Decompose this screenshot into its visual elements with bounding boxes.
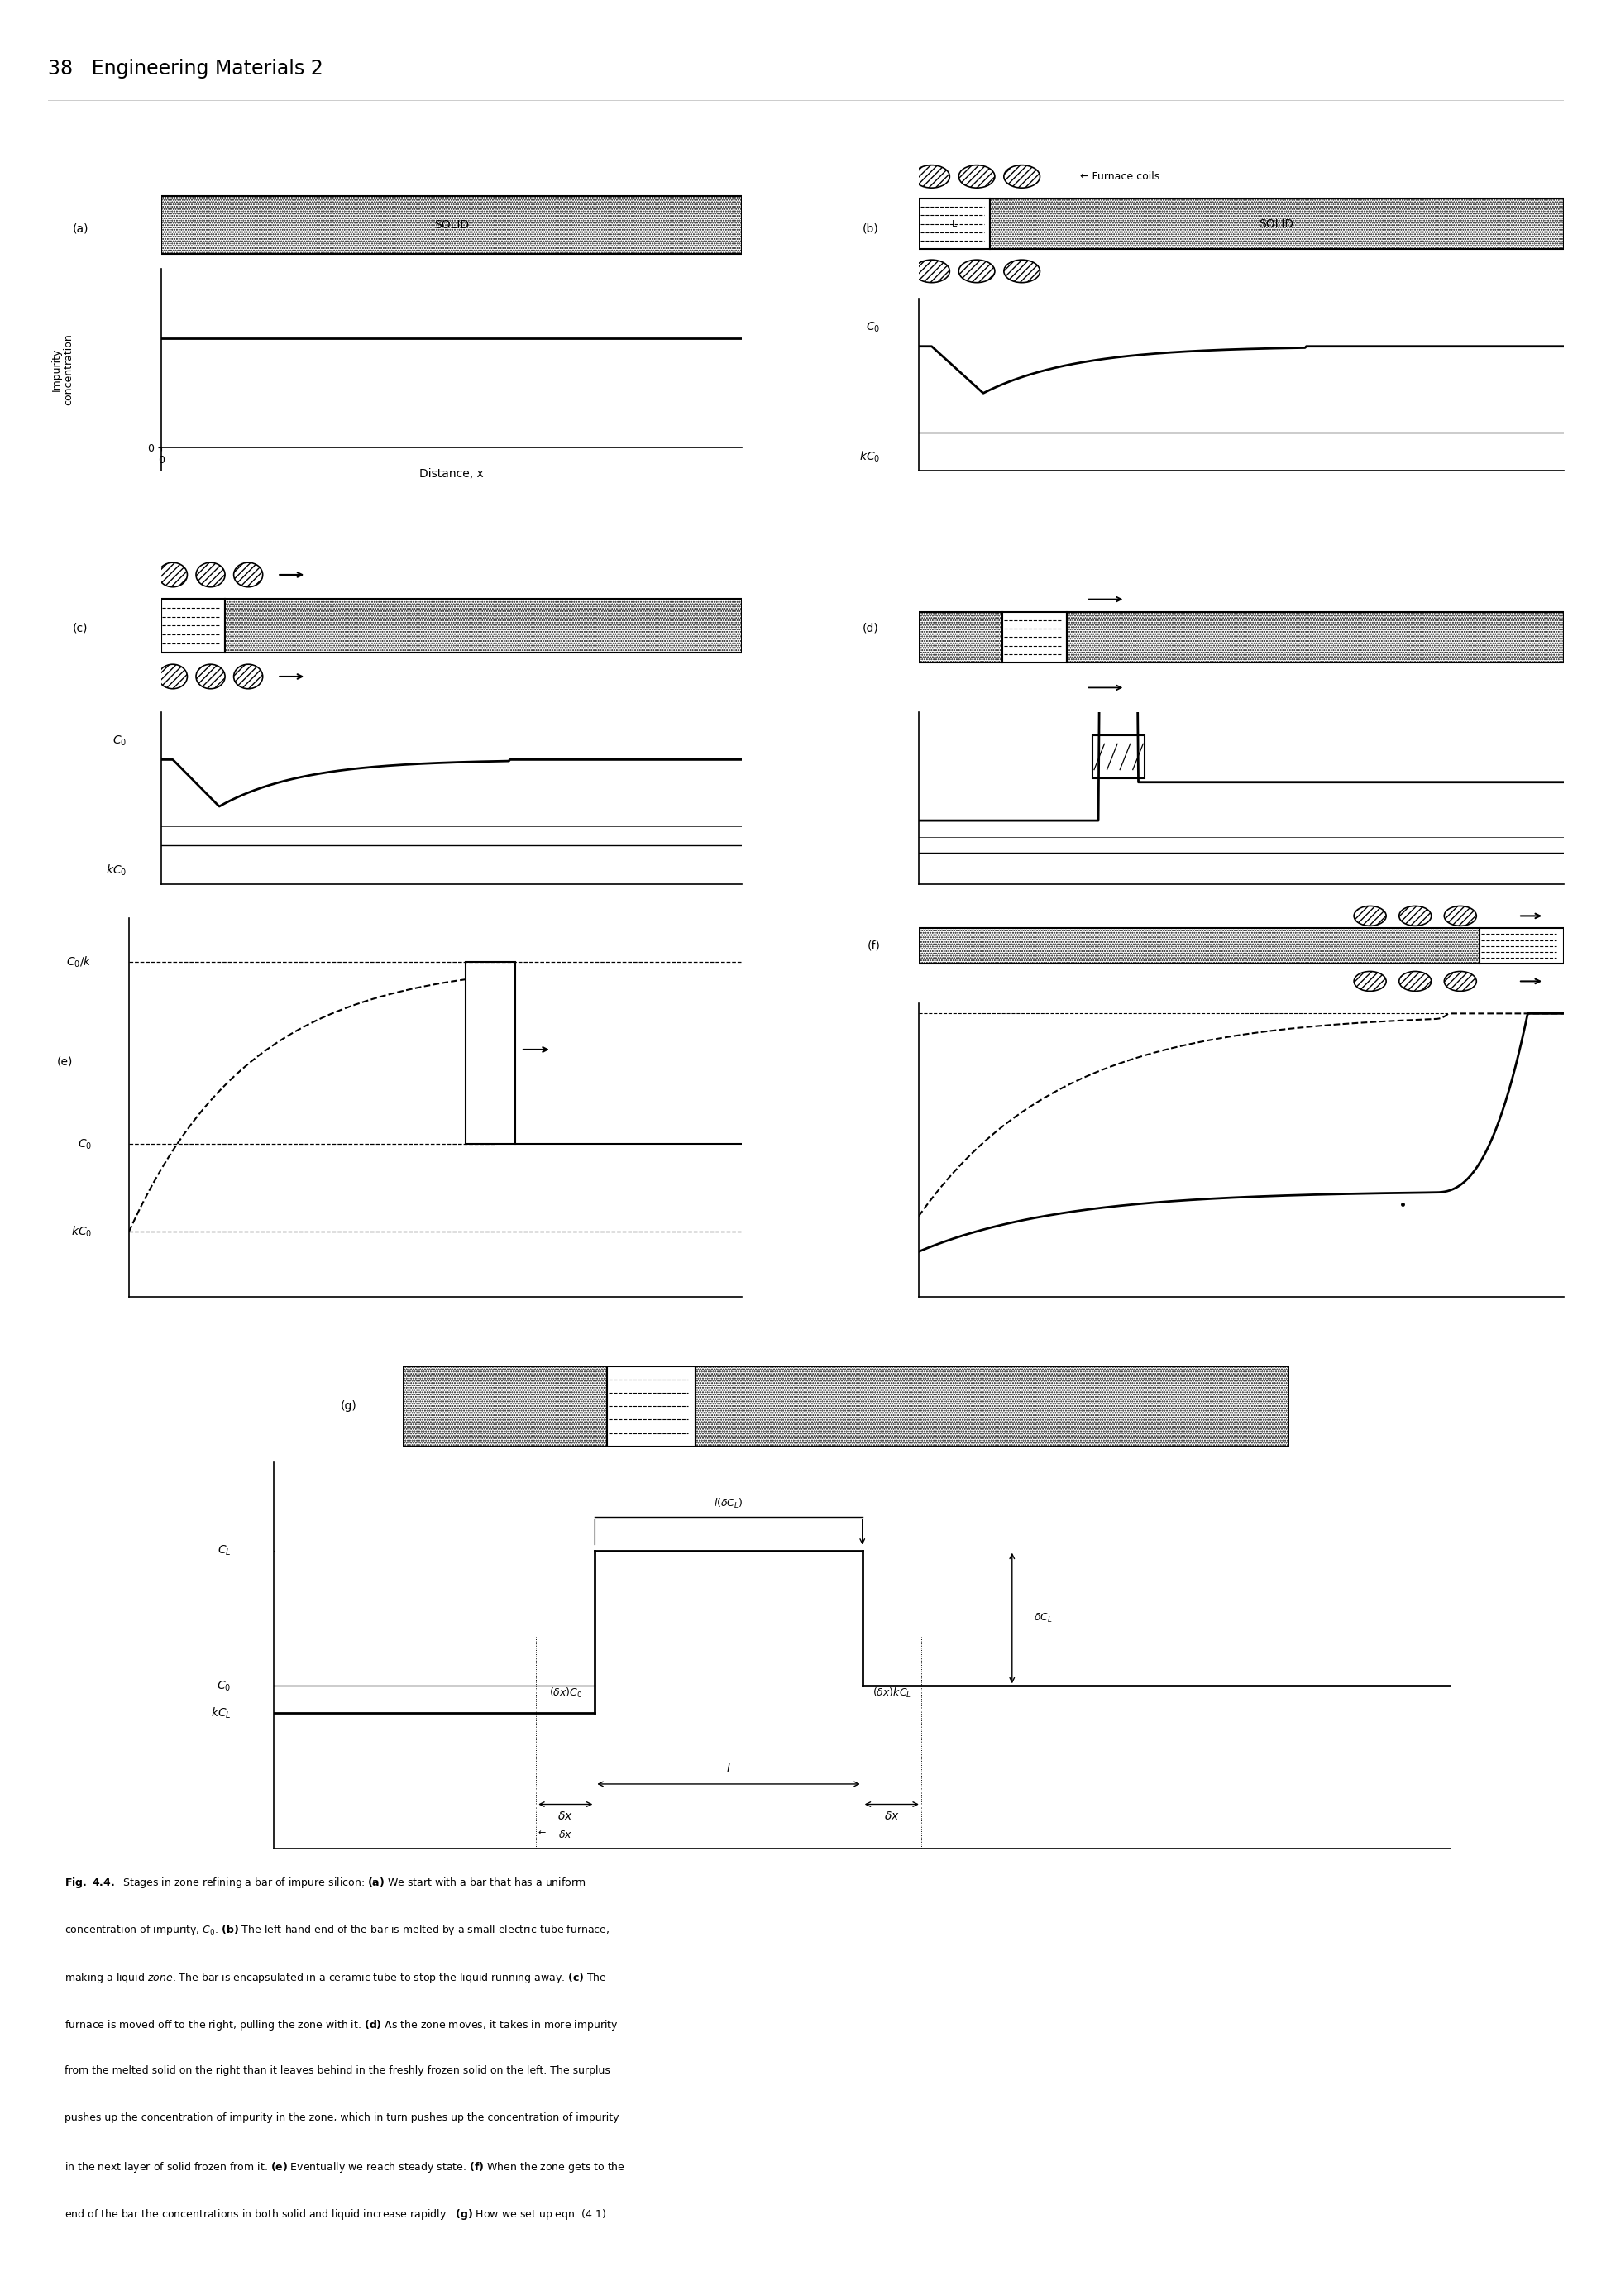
Bar [918,928,1479,964]
Ellipse shape [1004,165,1039,188]
Ellipse shape [959,259,994,282]
Ellipse shape [197,563,226,588]
Text: $\delta C_L$: $\delta C_L$ [1033,1612,1052,1626]
Text: $kC_0$: $kC_0$ [859,450,880,464]
Text: $C_0$: $C_0$ [217,1678,230,1692]
Ellipse shape [158,563,187,588]
Text: SOLID: SOLID [433,218,469,232]
Text: (b): (b) [862,223,878,234]
Text: SOLID: SOLID [1258,218,1294,230]
Bar [696,1366,1289,1446]
Bar [606,1366,696,1446]
Ellipse shape [1004,259,1039,282]
Text: $C_0$: $C_0$ [113,735,126,748]
Text: $kC_0$: $kC_0$ [71,1224,92,1240]
Ellipse shape [1443,907,1476,925]
Text: $C_L$: $C_L$ [217,1543,230,1557]
Ellipse shape [1353,907,1385,925]
Ellipse shape [1398,907,1431,925]
Ellipse shape [234,563,263,588]
Text: in the next layer of solid frozen from it. $\mathbf{(e)}$ Eventually we reach st: in the next layer of solid frozen from i… [64,2161,625,2174]
Text: $\mathbf{Fig.\ 4.4.}$  Stages in zone refining a bar of impure silicon: $\mathbf: $\mathbf{Fig.\ 4.4.}$ Stages in zone ref… [64,1876,586,1890]
Text: end of the bar the concentrations in both solid and liquid increase rapidly.  $\: end of the bar the concentrations in bot… [64,2206,609,2220]
Text: (d): (d) [862,622,878,634]
Text: 38   Engineering Materials 2: 38 Engineering Materials 2 [48,60,324,78]
Text: $l$: $l$ [727,1761,731,1775]
Bar [466,962,514,1143]
Bar [989,200,1563,250]
Bar [1066,611,1563,664]
Text: $kC_L$: $kC_L$ [211,1706,230,1720]
Text: (c): (c) [72,622,89,634]
Ellipse shape [1443,971,1476,992]
Ellipse shape [1398,971,1431,992]
X-axis label: Distance, x: Distance, x [419,468,483,480]
Text: $(\delta x)C_0$: $(\delta x)C_0$ [548,1685,582,1699]
Text: $\delta x$: $\delta x$ [557,1830,572,1841]
Text: pushes up the concentration of impurity in the zone, which in turn pushes up the: pushes up the concentration of impurity … [64,2112,619,2124]
Ellipse shape [913,165,949,188]
Ellipse shape [913,259,949,282]
Bar [918,611,1002,664]
Ellipse shape [197,664,226,689]
Text: $C_0$: $C_0$ [865,321,880,335]
Text: ← Furnace coils: ← Furnace coils [1079,172,1158,181]
Ellipse shape [1353,971,1385,992]
Bar [226,599,741,652]
Bar [161,599,226,652]
Text: $kC_0$: $kC_0$ [105,863,126,877]
Text: $l(\delta C_L)$: $l(\delta C_L)$ [714,1497,743,1511]
Text: furnace is moved off to the right, pulling the zone with it. $\mathbf{(d)}$ As t: furnace is moved off to the right, pulli… [64,2018,619,2032]
Text: (a): (a) [72,223,89,234]
Text: (f): (f) [867,939,880,953]
Text: $\delta x$: $\delta x$ [557,1812,574,1823]
Text: from the melted solid on the right than it leaves behind in the freshly frozen s: from the melted solid on the right than … [64,2066,611,2076]
Ellipse shape [959,165,994,188]
Text: $C_0$: $C_0$ [77,1137,92,1150]
Ellipse shape [158,664,187,689]
Text: $C_0/k$: $C_0/k$ [66,955,92,969]
Bar [1479,928,1563,964]
Text: making a liquid $zone$. The bar is encapsulated in a ceramic tube to stop the li: making a liquid $zone$. The bar is encap… [64,1970,607,1984]
Bar [1002,611,1066,664]
Text: (e): (e) [56,1056,72,1068]
Text: $\leftarrow$: $\leftarrow$ [536,1828,546,1837]
Bar [1092,735,1144,778]
Bar [403,1366,606,1446]
Text: (g): (g) [342,1401,358,1412]
Text: concentration of impurity, $C_0$. $\mathbf{(b)}$ The left-hand end of the bar is: concentration of impurity, $C_0$. $\math… [64,1924,609,1938]
Ellipse shape [234,664,263,689]
Y-axis label: Impurity
concentration: Impurity concentration [52,333,74,406]
Bar [918,200,989,250]
Text: $\delta x$: $\delta x$ [883,1812,899,1823]
Text: L: L [950,220,957,227]
Text: $(\delta x)kC_L$: $(\delta x)kC_L$ [872,1685,910,1699]
